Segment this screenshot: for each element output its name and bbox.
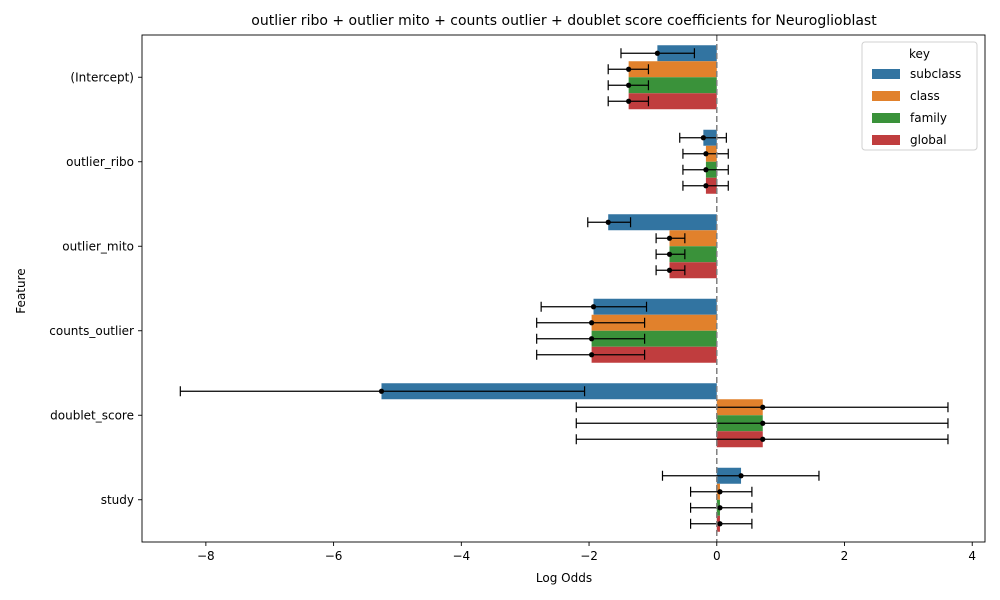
point-class-study bbox=[717, 489, 723, 495]
bar-class-(Intercept) bbox=[628, 61, 717, 78]
legend-swatch-global bbox=[872, 135, 900, 145]
point-class-counts_outlier bbox=[589, 320, 595, 326]
point-subclass-outlier_mito bbox=[605, 219, 611, 225]
bar-subclass-outlier_mito bbox=[608, 214, 717, 231]
legend-swatch-class bbox=[872, 91, 900, 101]
y-tick-label: study bbox=[101, 493, 134, 507]
point-class-(Intercept) bbox=[626, 66, 632, 72]
point-global-outlier_mito bbox=[666, 267, 673, 273]
x-tick-label: 2 bbox=[841, 549, 849, 563]
legend: key subclass class family global bbox=[861, 41, 978, 151]
legend-label-subclass: subclass bbox=[910, 67, 961, 81]
point-global-study bbox=[717, 521, 723, 527]
point-subclass-doublet_score bbox=[378, 388, 385, 394]
point-global-counts_outlier bbox=[589, 352, 595, 358]
bar-family-outlier_mito bbox=[669, 246, 717, 263]
axes-frame bbox=[141, 34, 986, 543]
y-tick-label: outlier_ribo bbox=[66, 155, 134, 169]
point-family-counts_outlier bbox=[589, 336, 595, 342]
x-tick-label: 4 bbox=[968, 549, 976, 563]
x-tick-label: −6 bbox=[325, 549, 343, 563]
point-class-doublet_score bbox=[760, 404, 766, 410]
point-subclass-outlier_ribo bbox=[700, 135, 706, 141]
point-family-outlier_ribo bbox=[703, 167, 709, 173]
point-subclass-(Intercept) bbox=[654, 50, 660, 56]
chart-title: outlier ribo + outlier mito + counts out… bbox=[251, 13, 877, 29]
bar-class-outlier_mito bbox=[669, 230, 717, 247]
y-axis-label: Feature bbox=[14, 268, 28, 313]
y-tick-label: doublet_score bbox=[50, 408, 134, 422]
point-class-outlier_mito bbox=[666, 235, 673, 241]
point-global-doublet_score bbox=[760, 436, 766, 442]
point-global-(Intercept) bbox=[626, 98, 632, 104]
point-family-outlier_mito bbox=[666, 251, 673, 257]
y-tick-label: outlier_mito bbox=[62, 239, 134, 253]
legend-swatch-family bbox=[872, 113, 900, 123]
legend-title: key bbox=[909, 47, 930, 61]
point-global-outlier_ribo bbox=[703, 183, 709, 189]
legend-swatch-subclass bbox=[872, 69, 900, 79]
legend-label-global: global bbox=[910, 133, 947, 147]
x-axis-label: Log Odds bbox=[536, 571, 592, 585]
plot-area: −8 −6 −4 −2 0 2 4 (Intercept) outlier_ribooutlie… bbox=[49, 34, 986, 563]
legend-label-class: class bbox=[910, 89, 940, 103]
bar-global-(Intercept) bbox=[628, 93, 717, 110]
x-tick-label: −8 bbox=[197, 549, 215, 563]
bar-family-(Intercept) bbox=[628, 77, 717, 94]
bar-global-outlier_mito bbox=[669, 262, 717, 279]
point-family-study bbox=[717, 505, 723, 511]
point-subclass-counts_outlier bbox=[590, 304, 597, 310]
bar-class-counts_outlier bbox=[591, 314, 717, 331]
bar-global-counts_outlier bbox=[591, 346, 717, 363]
bar-subclass-counts_outlier bbox=[593, 298, 717, 315]
y-tick-label: counts_outlier bbox=[49, 324, 134, 338]
point-family-(Intercept) bbox=[626, 82, 632, 88]
x-tick-label: −2 bbox=[580, 549, 598, 563]
point-family-doublet_score bbox=[760, 420, 766, 426]
x-tick-label: 0 bbox=[713, 549, 721, 563]
x-tick-label: −4 bbox=[452, 549, 470, 563]
point-class-outlier_ribo bbox=[703, 151, 709, 157]
point-subclass-study bbox=[738, 473, 744, 479]
legend-label-family: family bbox=[910, 111, 947, 125]
y-tick-label: (Intercept) bbox=[70, 70, 134, 84]
bar-family-counts_outlier bbox=[591, 330, 717, 347]
